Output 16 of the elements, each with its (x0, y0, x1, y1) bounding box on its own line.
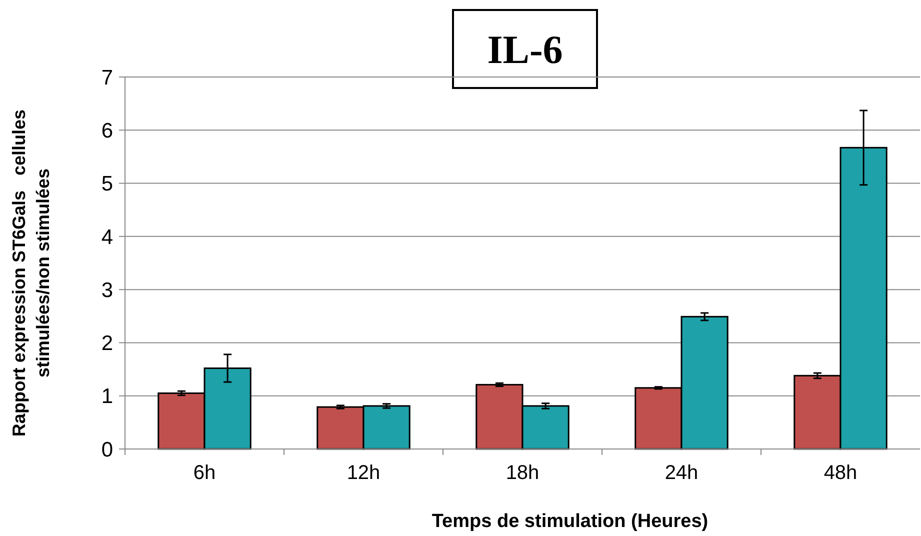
y-tick-label: 0 (101, 438, 113, 462)
y-tick-label: 6 (101, 119, 113, 142)
x-tick-label: 18h (506, 462, 540, 484)
x-tick-label: 12h (346, 462, 380, 484)
chart-title: IL-6 (487, 27, 563, 72)
y-tick-label: 3 (101, 278, 113, 302)
x-axis-title: Temps de stimulation (Heures) (432, 511, 708, 532)
y-tick-label: 2 (101, 332, 113, 356)
y-tick-label: 5 (101, 172, 113, 196)
x-tick-label: 24h (664, 462, 698, 484)
y-tick-label: 1 (101, 385, 113, 408)
x-tick-label: 48h (824, 462, 858, 484)
y-tick-label: 4 (101, 226, 114, 249)
x-tick-label: 6h (193, 462, 216, 484)
y-tick-label: 7 (101, 66, 113, 90)
y-axis-title: Rapport expression ST6Gals cellules stimulées/non stimulées (9, 109, 53, 437)
